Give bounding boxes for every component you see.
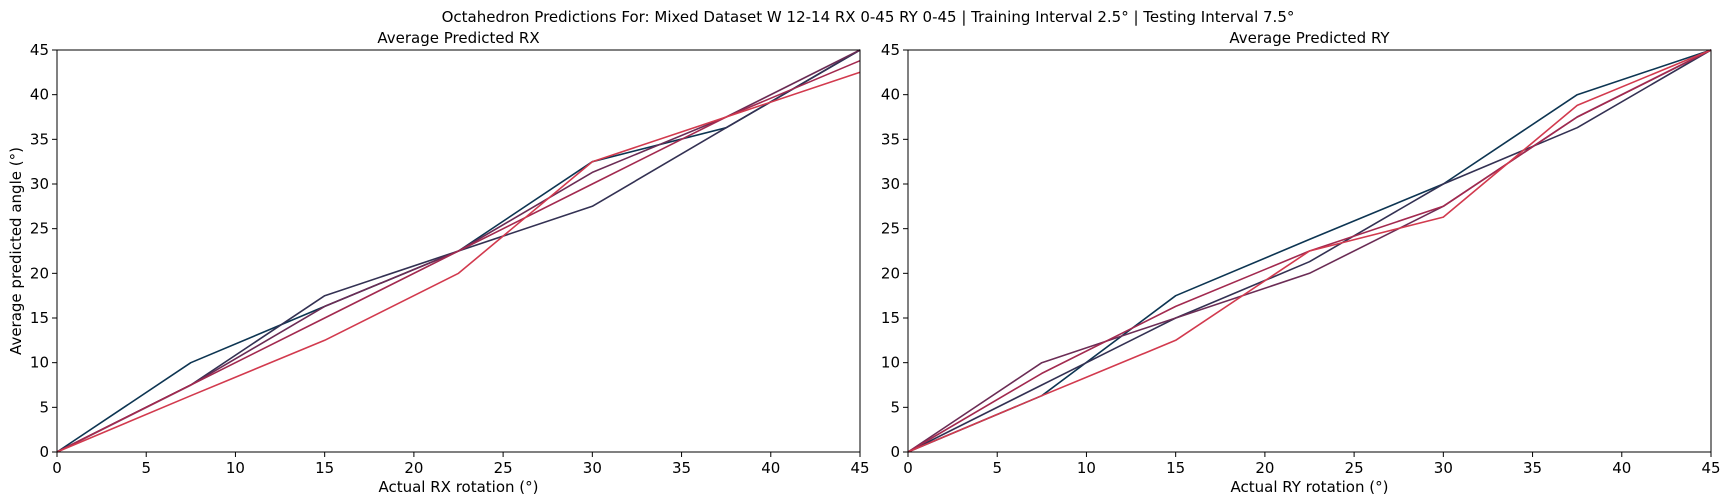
rx-x-axis-label: Actual RX rotation (°) [378, 478, 538, 496]
rx-x-tick-label: 30 [583, 459, 602, 477]
ry-x-tick-label: 30 [1434, 459, 1453, 477]
rx-x-tick-label: 5 [141, 459, 151, 477]
ry-x-tick-label: 45 [1701, 459, 1720, 477]
rx-y-tick-label: 0 [39, 443, 49, 461]
rx-x-tick-label: 25 [494, 459, 513, 477]
ry-y-tick-label: 0 [890, 443, 900, 461]
rx-x-tick-label: 40 [761, 459, 780, 477]
rx-y-tick-label: 15 [30, 309, 49, 327]
ry-x-tick-label: 40 [1612, 459, 1631, 477]
ry-x-tick-label: 35 [1523, 459, 1542, 477]
rx-y-tick-label: 35 [30, 130, 49, 148]
ry-y-tick-label: 15 [881, 309, 900, 327]
ry-x-axis-label: Actual RY rotation (°) [1231, 478, 1389, 496]
ry-series-line-5 [907, 49, 1712, 453]
ry-y-tick-label: 35 [881, 130, 900, 148]
ry-y-tick-label: 45 [881, 41, 900, 59]
rx-x-tick-label: 10 [226, 459, 245, 477]
rx-y-axis-label: Average predicted angle (°) [7, 147, 25, 355]
ry-y-tick-label: 40 [881, 86, 900, 104]
rx-chart-title: Average Predicted RX [377, 29, 539, 47]
rx-x-tick-label: 15 [315, 459, 334, 477]
rx-y-tick-label: 40 [30, 86, 49, 104]
ry-x-tick-label: 5 [992, 459, 1002, 477]
ry-y-tick-label: 25 [881, 220, 900, 238]
ry-plot-frame [907, 49, 1712, 453]
rx-x-tick-label: 35 [672, 459, 691, 477]
ry-series-line-2 [907, 49, 1712, 453]
ry-y-tick-label: 10 [881, 354, 900, 372]
rx-series-line-5 [56, 71, 861, 453]
rx-chart-panel: Average Predicted RX 0 5 10 15 20 25 30 35 40 45 0 5… [7, 29, 870, 496]
ry-y-tick-label: 30 [881, 175, 900, 193]
rx-plot-frame [56, 49, 861, 453]
ry-x-tick-label: 25 [1345, 459, 1364, 477]
rx-y-tick-label: 10 [30, 354, 49, 372]
ry-x-tick-label: 10 [1077, 459, 1096, 477]
rx-y-tick-label: 5 [39, 398, 49, 416]
ry-chart-title: Average Predicted RY [1229, 29, 1390, 47]
ry-x-tick-label: 15 [1166, 459, 1185, 477]
ry-y-tick-label: 20 [881, 264, 900, 282]
rx-x-tick-label: 45 [850, 459, 869, 477]
rx-y-tick-label: 45 [30, 41, 49, 59]
ry-y-tick-label: 5 [890, 398, 900, 416]
ry-x-tick-label: 0 [903, 459, 913, 477]
rx-x-tick-label: 0 [52, 459, 62, 477]
rx-y-tick-label: 20 [30, 264, 49, 282]
ry-x-tick-label: 20 [1255, 459, 1274, 477]
rx-y-tick-label: 25 [30, 220, 49, 238]
rx-x-tick-label: 20 [404, 459, 423, 477]
rx-y-tick-label: 30 [30, 175, 49, 193]
figure-suptitle: Octahedron Predictions For: Mixed Datase… [442, 8, 1295, 26]
ry-chart-panel: Average Predicted RY 0 5 10 15 20 25 30 35 40 45 0 5… [881, 29, 1721, 496]
